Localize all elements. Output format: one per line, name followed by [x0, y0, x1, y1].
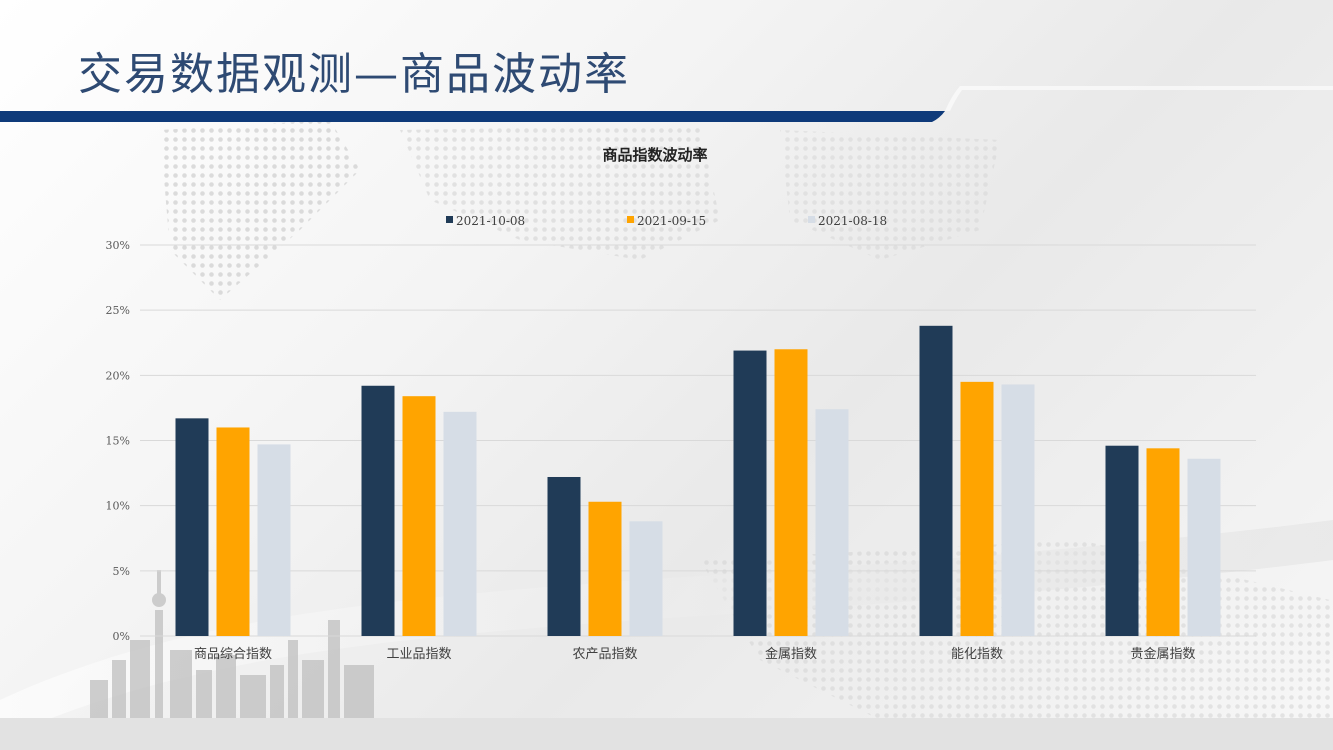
y-axis-ticks: 0% 5% 10% 15% 20% 25% 30%	[106, 239, 130, 643]
bar	[257, 444, 291, 636]
x-tick-label: 农产品指数	[572, 647, 637, 662]
page-title: 交易数据观测—商品波动率	[78, 49, 630, 100]
legend-label: 2021-09-15	[637, 214, 706, 228]
y-tick-label: 0%	[113, 630, 130, 643]
bar	[1001, 384, 1035, 636]
bar	[361, 385, 395, 636]
legend: 2021-10-08 2021-09-15 2021-08-18	[446, 214, 887, 228]
bar	[175, 418, 209, 636]
x-tick-label: 贵金属指数	[1130, 646, 1195, 662]
bar	[443, 411, 477, 636]
gridlines	[140, 244, 1256, 637]
y-tick-label: 15%	[106, 435, 130, 448]
y-tick-label: 30%	[106, 239, 130, 252]
chart-title: 商品指数波动率	[602, 146, 707, 164]
bar	[960, 381, 994, 636]
y-tick-label: 20%	[106, 369, 130, 382]
x-axis-labels: 商品综合指数 工业品指数 农产品指数 金属指数 能化指数 贵金属指数	[194, 646, 1196, 662]
x-tick-label: 工业品指数	[386, 647, 451, 662]
bar	[547, 476, 581, 636]
x-tick-label: 商品综合指数	[194, 647, 272, 662]
legend-label: 2021-10-08	[456, 214, 525, 228]
legend-label: 2021-08-18	[818, 214, 887, 228]
legend-swatch	[627, 216, 634, 223]
y-tick-label: 25%	[106, 304, 130, 317]
header-bar	[0, 86, 1333, 122]
bars	[175, 325, 1221, 636]
bar	[774, 349, 808, 636]
legend-swatch	[808, 216, 815, 223]
x-tick-label: 金属指数	[765, 646, 817, 662]
bar	[1146, 448, 1180, 636]
bar	[629, 521, 663, 636]
bar	[216, 427, 250, 636]
y-tick-label: 10%	[106, 500, 130, 513]
bar	[733, 350, 767, 636]
bar	[402, 396, 436, 636]
bar	[1187, 458, 1221, 636]
bar	[815, 409, 849, 636]
bar	[1105, 445, 1139, 636]
bar	[588, 501, 622, 636]
y-tick-label: 5%	[113, 565, 130, 578]
bar	[919, 325, 953, 636]
x-tick-label: 能化指数	[951, 647, 1003, 662]
legend-swatch	[446, 216, 453, 223]
